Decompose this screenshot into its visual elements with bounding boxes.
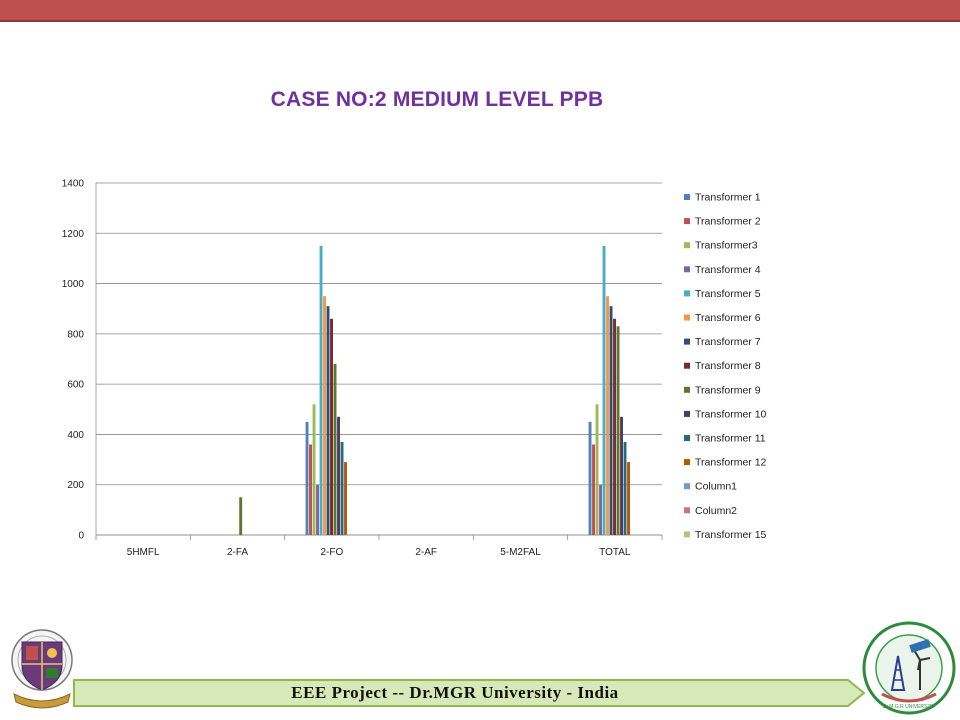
footer-banner (73, 679, 866, 707)
x-tick-label: 2-FO (320, 547, 343, 558)
legend-label: Transformer 6 (695, 312, 761, 324)
y-tick-label: 400 (67, 430, 84, 441)
x-tick-label: TOTAL (599, 547, 631, 558)
x-tick-label: 5-M2FAL (500, 547, 541, 558)
x-tick-label: 5HMFL (127, 547, 160, 558)
legend-swatch (684, 338, 690, 345)
y-tick-label: 800 (67, 329, 84, 340)
bar (239, 497, 243, 535)
x-tick-label: 2-AF (415, 547, 437, 558)
bar (616, 326, 620, 535)
y-tick-label: 0 (78, 531, 84, 542)
bar (609, 306, 613, 535)
university-crest-logo (11, 629, 73, 709)
bar (309, 444, 312, 535)
top-accent-bar (0, 0, 960, 22)
legend-label: Column2 (695, 505, 737, 517)
y-tick-label: 600 (67, 380, 84, 391)
bar (623, 441, 627, 535)
bar (592, 444, 595, 535)
legend-label: Transformer 4 (695, 264, 761, 276)
bar (627, 462, 630, 535)
chart-tick-labels: 0 200 400 600 800 1000 1200 1400 5HMFL 2-FA 2-FO 2-… (62, 179, 631, 559)
chart-axes (95, 183, 663, 540)
x-tick-label: 2-FA (227, 547, 248, 558)
legend-swatch (684, 266, 690, 273)
legend-label: Transformer 2 (695, 216, 761, 228)
bar (323, 296, 326, 535)
legend-swatch (684, 362, 690, 369)
y-tick-label: 200 (67, 480, 84, 491)
bar (344, 462, 347, 535)
bar (312, 404, 316, 535)
footer-text: EEE Project -- Dr.MGR University - India (291, 683, 619, 702)
bar (326, 306, 330, 535)
legend-label: Transformer 7 (695, 336, 761, 348)
chart-legend: Transformer 1 Transformer 2 Transformer3 Tr… (684, 192, 767, 541)
bar (602, 245, 606, 535)
legend-label: Transformer 10 (695, 408, 767, 420)
bar (588, 421, 592, 535)
legend-label: Transformer 1 (695, 192, 761, 204)
y-tick-label: 1000 (62, 279, 85, 290)
legend-label: Transformer 8 (695, 360, 761, 372)
legend-label: Transformer 9 (695, 384, 761, 396)
legend-swatch (684, 435, 690, 441)
emblem-university-text: Dr.M.G.R UNIVERSITY (883, 704, 936, 710)
legend-label: Transformer 12 (695, 457, 767, 469)
legend-label: Transformer 5 (695, 288, 761, 300)
legend-swatch (684, 531, 690, 538)
y-tick-label: 1200 (62, 229, 85, 240)
eee-department-emblem: Dr.M.G.R UNIVERSITY (862, 621, 956, 715)
legend-swatch (684, 507, 690, 514)
bar (620, 416, 623, 535)
y-tick-label: 1400 (62, 179, 85, 190)
bar (599, 484, 602, 535)
bar (340, 441, 344, 535)
legend-label: Transformer 11 (695, 433, 766, 445)
legend-label: Transformer3 (695, 240, 758, 252)
bar (330, 318, 333, 535)
legend-swatch (684, 194, 690, 200)
bar (606, 296, 609, 535)
bar (319, 245, 323, 535)
legend-swatch (684, 483, 690, 490)
legend-swatch (684, 459, 690, 466)
bar-chart: 0 200 400 600 800 1000 1200 1400 5HMFL 2-FA 2-FO 2-… (62, 179, 767, 559)
legend-swatch (684, 242, 690, 249)
legend-swatch (684, 218, 690, 225)
legend-swatch (684, 386, 690, 393)
chart-gridlines (96, 182, 662, 536)
bar (613, 318, 616, 535)
legend-label: Column1 (695, 481, 737, 493)
bar (595, 404, 599, 535)
legend-swatch (684, 290, 690, 297)
bar (305, 421, 309, 535)
legend-swatch (684, 314, 690, 321)
slide-title: CASE NO:2 MEDIUM LEVEL PPB (270, 88, 604, 111)
chart-bars (239, 245, 630, 535)
legend-label: Transformer 15 (695, 529, 767, 541)
legend-swatch (684, 410, 690, 417)
bar (316, 484, 319, 535)
bar (333, 364, 337, 535)
bar (337, 416, 340, 535)
